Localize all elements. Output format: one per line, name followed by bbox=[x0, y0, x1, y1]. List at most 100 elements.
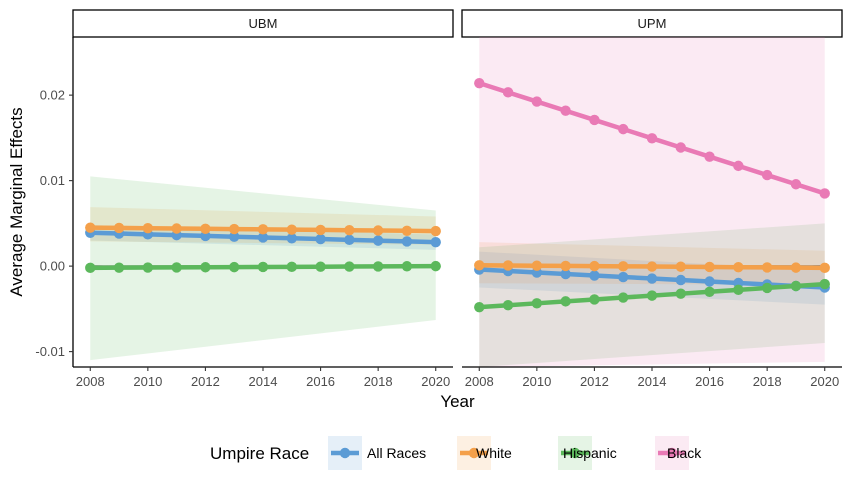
data-point bbox=[675, 274, 686, 286]
data-point bbox=[200, 262, 211, 273]
data-point bbox=[761, 169, 773, 181]
data-point bbox=[113, 262, 125, 273]
facet-label-ubm: UBM bbox=[249, 16, 278, 31]
data-point bbox=[531, 260, 543, 271]
legend-label: Black bbox=[667, 445, 702, 461]
legend-entry-white: White bbox=[457, 436, 512, 470]
data-point bbox=[286, 261, 297, 273]
data-point bbox=[401, 261, 413, 272]
data-point bbox=[315, 261, 326, 272]
data-point bbox=[286, 224, 297, 235]
data-point bbox=[733, 261, 744, 273]
data-point bbox=[315, 233, 326, 245]
x-tick-label: 2014 bbox=[638, 374, 667, 389]
legend-label: All Races bbox=[367, 445, 426, 461]
series-hispanic bbox=[85, 260, 441, 274]
legend-entry-black: Black bbox=[655, 436, 702, 470]
data-point bbox=[646, 273, 658, 284]
data-point bbox=[589, 114, 600, 126]
data-point bbox=[819, 278, 830, 290]
data-point bbox=[819, 262, 830, 274]
x-tick-label: 2020 bbox=[810, 374, 839, 389]
ribbons-upm bbox=[479, 37, 825, 367]
data-point bbox=[646, 290, 658, 301]
series-hispanic bbox=[474, 278, 830, 313]
data-point bbox=[531, 96, 543, 107]
data-point bbox=[618, 271, 629, 283]
data-point bbox=[704, 276, 715, 287]
x-tick-label: 2012 bbox=[580, 374, 609, 389]
x-tick-label: 2018 bbox=[364, 374, 393, 389]
data-point bbox=[531, 298, 543, 309]
data-point bbox=[560, 296, 571, 307]
data-point bbox=[589, 260, 600, 272]
data-point bbox=[372, 225, 384, 236]
data-point bbox=[344, 234, 355, 246]
x-tick-label: 2016 bbox=[306, 374, 335, 389]
data-point bbox=[430, 236, 441, 248]
data-point bbox=[430, 225, 441, 237]
data-point bbox=[142, 262, 154, 273]
data-point bbox=[200, 230, 211, 242]
data-point bbox=[474, 77, 485, 89]
data-point bbox=[790, 262, 802, 273]
data-point bbox=[646, 133, 658, 144]
panel-ubm: UBM 2008 2010 2012 2014 2016 2018 2020 -0.01 0.00… bbox=[35, 9, 454, 389]
series-white bbox=[85, 222, 441, 237]
facet-label-upm: UPM bbox=[638, 16, 667, 31]
legend-label: White bbox=[476, 445, 512, 461]
series-white bbox=[474, 260, 830, 274]
data-point bbox=[819, 188, 830, 199]
data-point bbox=[502, 87, 514, 98]
data-point bbox=[790, 280, 802, 292]
data-point bbox=[401, 225, 413, 236]
data-point bbox=[560, 105, 571, 116]
data-point bbox=[257, 224, 269, 235]
y-axis-title: Average Marginal Effects bbox=[7, 107, 26, 296]
data-point bbox=[618, 261, 629, 272]
x-tick-label: 2014 bbox=[249, 374, 278, 389]
facet-strip-ubm bbox=[72, 9, 454, 38]
data-point bbox=[733, 160, 744, 172]
data-point bbox=[257, 232, 269, 243]
x-axis-title: Year bbox=[440, 392, 475, 411]
x-tick-label: 2016 bbox=[695, 374, 724, 389]
data-point bbox=[113, 222, 125, 234]
x-tick-label: 2012 bbox=[191, 374, 220, 389]
x-tick-label: 2020 bbox=[421, 374, 450, 389]
legend-key-point bbox=[339, 447, 351, 459]
data-point bbox=[171, 262, 182, 273]
x-tick-label: 2008 bbox=[465, 374, 494, 389]
data-point bbox=[286, 233, 297, 244]
data-point bbox=[257, 261, 269, 273]
data-point bbox=[372, 261, 384, 272]
data-point bbox=[733, 284, 744, 296]
series-black bbox=[474, 77, 830, 199]
data-point bbox=[474, 301, 485, 313]
data-point bbox=[618, 292, 629, 303]
y-tick-label: 0.00 bbox=[40, 259, 65, 274]
data-point bbox=[704, 261, 715, 273]
data-point bbox=[675, 288, 686, 299]
y-tick-label: -0.01 bbox=[35, 344, 65, 359]
x-tick-label: 2018 bbox=[753, 374, 782, 389]
x-tick-label: 2008 bbox=[76, 374, 105, 389]
data-point bbox=[502, 300, 514, 311]
data-point bbox=[344, 225, 355, 236]
legend-entry-all-races: All Races bbox=[328, 436, 426, 470]
legend-key-point bbox=[666, 447, 678, 459]
data-point bbox=[675, 261, 686, 272]
data-point bbox=[560, 260, 571, 272]
x-tick-label: 2010 bbox=[522, 374, 551, 389]
data-point bbox=[171, 223, 182, 234]
data-point bbox=[315, 224, 326, 236]
data-point bbox=[344, 261, 355, 272]
data-point bbox=[229, 231, 240, 242]
data-point bbox=[474, 260, 485, 271]
data-point bbox=[142, 223, 154, 234]
panel-upm: UPM 2008 2010 2012 2014 2016 2018 2020 bbox=[461, 9, 843, 389]
data-point bbox=[430, 260, 441, 272]
data-point bbox=[704, 151, 715, 162]
data-point bbox=[589, 294, 600, 305]
